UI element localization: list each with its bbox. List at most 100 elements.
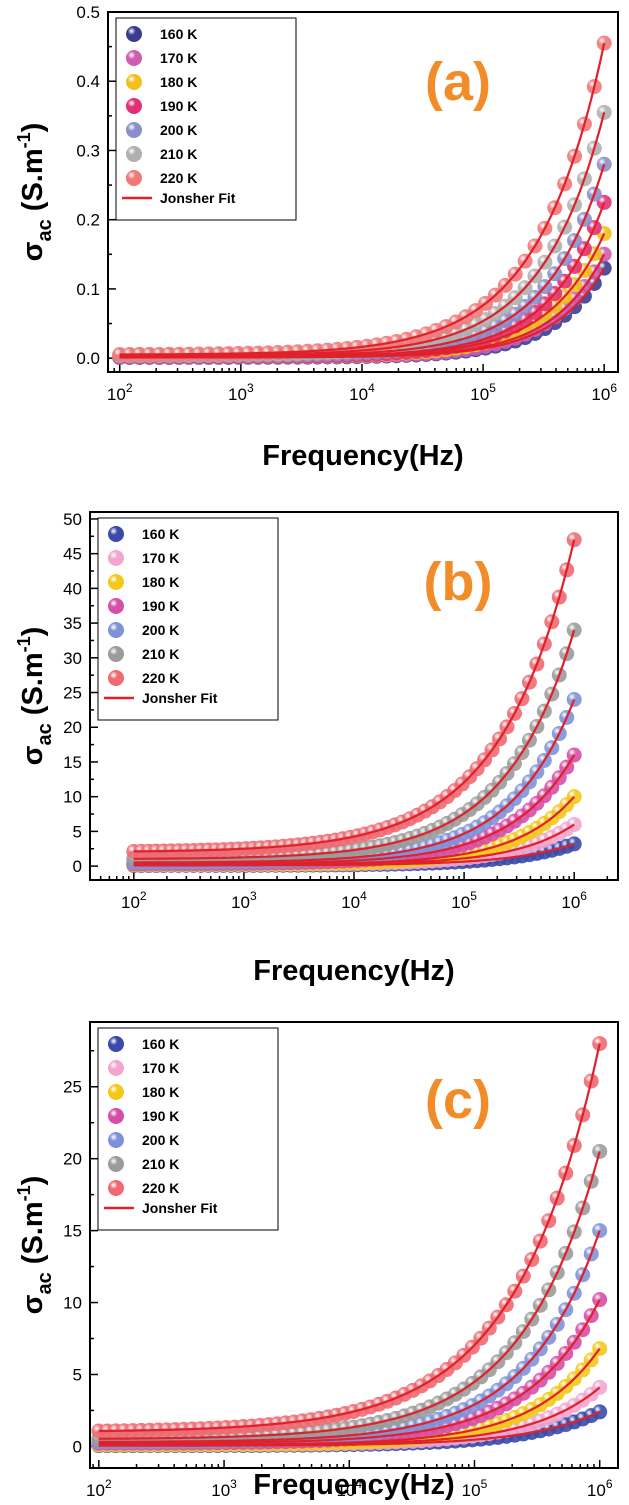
x-tick-label: 104 bbox=[349, 381, 375, 404]
x-tick-label: 106 bbox=[587, 1477, 613, 1500]
y-tick-label: 0.3 bbox=[76, 141, 100, 160]
legend-label: 210 K bbox=[142, 646, 179, 662]
legend: 160 K 170 K 180 K 190 K 200 K 210 K 220 K Jonsh… bbox=[115, 17, 297, 221]
legend-marker bbox=[126, 74, 142, 90]
y-tick-label: 5 bbox=[73, 822, 82, 841]
y-tick-label: 15 bbox=[63, 1222, 82, 1241]
legend-label: 190 K bbox=[142, 598, 179, 614]
plot-area bbox=[91, 1036, 608, 1454]
chart-b-svg: 102 103 104 105 106 0 5 10 15 20 25 30 35 40 45 50 160 K… bbox=[14, 510, 619, 987]
x-tick-label: 103 bbox=[231, 889, 257, 912]
legend-marker bbox=[108, 1084, 124, 1100]
y-axis-label: σac (S.m-1) bbox=[14, 627, 56, 766]
legend-label: 160 K bbox=[142, 526, 179, 542]
chart-panel-a: 102 103 104 105 106 0.0 0.1 0.2 0.3 0.4 0.5 160 K 17… bbox=[0, 0, 629, 500]
jonsher-fit-line bbox=[133, 699, 576, 864]
y-tick-label: 10 bbox=[63, 1294, 82, 1313]
legend-label: 190 K bbox=[160, 98, 197, 114]
jonsher-fit-line bbox=[133, 754, 576, 865]
legend-fit-label: Jonsher Fit bbox=[142, 690, 218, 706]
legend-marker bbox=[126, 26, 142, 42]
jonsher-fit-line bbox=[98, 1151, 601, 1440]
data-point bbox=[566, 532, 582, 548]
legend-marker bbox=[108, 574, 124, 590]
jonsher-fit-line bbox=[133, 629, 576, 860]
y-tick-label: 0.0 bbox=[76, 349, 100, 368]
y-tick-label: 0.2 bbox=[76, 211, 100, 230]
jonsher-fit-line bbox=[119, 42, 606, 356]
legend-label: 170 K bbox=[142, 1060, 179, 1076]
legend-marker bbox=[108, 1108, 124, 1124]
y-tick-label: 45 bbox=[63, 545, 82, 564]
y-axis-label: σac (S.m-1) bbox=[14, 123, 56, 262]
legend: 160 K 170 K 180 K 190 K 200 K 210 K 220 K Jonsh… bbox=[97, 1027, 279, 1231]
plot-area bbox=[112, 35, 612, 365]
data-point bbox=[566, 816, 582, 832]
x-tick-label: 102 bbox=[121, 889, 147, 912]
legend-label: 160 K bbox=[142, 1036, 179, 1052]
legend-marker bbox=[108, 1180, 124, 1196]
legend-label: 190 K bbox=[142, 1108, 179, 1124]
legend-marker bbox=[126, 170, 142, 186]
jonsher-fit-line bbox=[98, 1043, 601, 1433]
legend-label: 220 K bbox=[142, 1180, 179, 1196]
y-tick-label: 20 bbox=[63, 718, 82, 737]
jonsher-fit-line bbox=[98, 1347, 601, 1446]
y-tick-label: 0.5 bbox=[76, 3, 100, 22]
legend-label: 180 K bbox=[142, 1084, 179, 1100]
plot-area bbox=[126, 532, 582, 873]
legend-marker bbox=[108, 598, 124, 614]
legend-fit-label: Jonsher Fit bbox=[142, 1200, 218, 1216]
chart-c-svg: 102 103 104 105 106 0 5 10 15 20 25 160 K 170 K 180 K… bbox=[14, 1021, 619, 1501]
x-tick-label: 106 bbox=[561, 889, 587, 912]
legend-label: 200 K bbox=[142, 622, 179, 638]
y-tick-label: 25 bbox=[63, 684, 82, 703]
legend-marker bbox=[108, 1132, 124, 1148]
panel-label: (b) bbox=[424, 552, 493, 612]
y-tick-label: 25 bbox=[63, 1078, 82, 1097]
plot-frame bbox=[89, 1021, 619, 1469]
legend-marker bbox=[126, 146, 142, 162]
y-tick-label: 30 bbox=[63, 649, 82, 668]
legend-label: 200 K bbox=[160, 122, 197, 138]
x-tick-label: 102 bbox=[107, 381, 133, 404]
legend-label: 180 K bbox=[142, 574, 179, 590]
y-tick-label: 5 bbox=[73, 1365, 82, 1384]
legend-marker bbox=[108, 1156, 124, 1172]
y-tick-label: 0.1 bbox=[76, 280, 100, 299]
data-point bbox=[596, 104, 612, 120]
x-tick-label: 103 bbox=[228, 381, 254, 404]
y-tick-label: 10 bbox=[63, 788, 82, 807]
legend-label: 210 K bbox=[142, 1156, 179, 1172]
y-tick-label: 0.4 bbox=[76, 72, 100, 91]
x-tick-label: 102 bbox=[86, 1477, 112, 1500]
legend-marker bbox=[108, 1036, 124, 1052]
panel-label: (a) bbox=[425, 52, 491, 112]
y-tick-label: 40 bbox=[63, 579, 82, 598]
x-tick-label: 103 bbox=[211, 1477, 237, 1500]
x-tick-label: 104 bbox=[341, 889, 367, 912]
data-point bbox=[596, 35, 612, 51]
data-point bbox=[566, 691, 582, 707]
x-tick-label: 105 bbox=[470, 381, 496, 404]
legend-box bbox=[115, 17, 297, 221]
legend-label: 170 K bbox=[142, 550, 179, 566]
data-point bbox=[592, 1404, 608, 1420]
legend-marker bbox=[126, 98, 142, 114]
y-tick-label: 35 bbox=[63, 614, 82, 633]
legend-fit-label: Jonsher Fit bbox=[160, 190, 236, 206]
data-point bbox=[596, 194, 612, 210]
jonsher-fit-line bbox=[98, 1299, 601, 1445]
data-point bbox=[592, 1341, 608, 1357]
legend-marker bbox=[126, 50, 142, 66]
y-tick-label: 0 bbox=[73, 1437, 82, 1456]
legend-box bbox=[97, 517, 279, 721]
y-tick-label: 20 bbox=[63, 1150, 82, 1169]
legend-label: 170 K bbox=[160, 50, 197, 66]
legend-marker bbox=[108, 550, 124, 566]
legend-marker bbox=[108, 646, 124, 662]
chart-panel-c: 102 103 104 105 106 0 5 10 15 20 25 160 K 170 K 180 K… bbox=[0, 1000, 629, 1501]
y-tick-label: 50 bbox=[63, 510, 82, 529]
x-tick-label: 104 bbox=[336, 1477, 362, 1500]
y-axis-label: σac (S.m-1) bbox=[14, 1176, 56, 1315]
